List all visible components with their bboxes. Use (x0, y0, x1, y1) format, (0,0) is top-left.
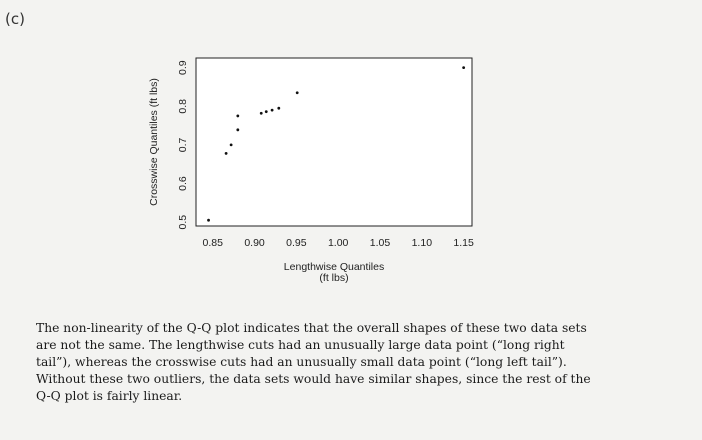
data-point (264, 110, 268, 114)
data-point (236, 128, 240, 132)
figure-caption: The non-linearity of the Q-Q plot indica… (36, 320, 676, 405)
data-point (270, 108, 274, 112)
x-axis-units: (ft lbs) (319, 272, 348, 284)
data-point (259, 111, 263, 115)
figure-part-label: (c) (5, 10, 25, 28)
caption-line: tail”), whereas the crosswise cuts had a… (36, 355, 567, 369)
x-tick-label: 1.15 (453, 237, 474, 249)
data-point (229, 143, 233, 147)
data-point (207, 218, 210, 222)
x-tick-label: 0.90 (244, 237, 265, 249)
data-point (236, 114, 240, 118)
data-point (462, 66, 466, 70)
y-tick-label: 0.9 (177, 60, 189, 75)
caption-line: Without these two outliers, the data set… (36, 372, 591, 386)
y-axis-title: Crosswise Quantiles (ft lbs) (148, 78, 160, 206)
caption-line: The non-linearity of the Q-Q plot indica… (36, 321, 587, 335)
y-tick-label: 0.5 (177, 215, 189, 230)
x-tick-label: 0.85 (203, 237, 224, 249)
x-tick-label: 0.95 (286, 237, 307, 249)
data-point (277, 106, 281, 110)
y-tick-label: 0.6 (177, 176, 189, 191)
x-tick-label: 1.10 (412, 237, 433, 249)
caption-line: Q-Q plot is fairly linear. (36, 389, 183, 403)
data-points (207, 66, 466, 222)
plot-frame (195, 57, 473, 227)
y-tick-label: 0.7 (177, 137, 189, 152)
x-axis-ticks: 0.85 0.90 0.95 1.00 1.05 1.10 1.15 (203, 237, 475, 249)
y-axis-ticks: 0.5 0.6 0.7 0.8 0.9 (177, 60, 189, 229)
data-point (295, 91, 299, 95)
y-tick-label: 0.8 (177, 99, 189, 114)
caption-line: are not the same. The lengthwise cuts ha… (36, 338, 565, 352)
x-tick-label: 1.05 (370, 237, 391, 249)
qq-plot: 0.85 0.90 0.95 1.00 1.05 1.10 1.15 0.50.60.70.… (148, 57, 475, 284)
data-point (224, 151, 228, 155)
x-axis-title: Lengthwise Quantiles (284, 261, 384, 273)
x-tick-label: 1.00 (328, 237, 349, 249)
